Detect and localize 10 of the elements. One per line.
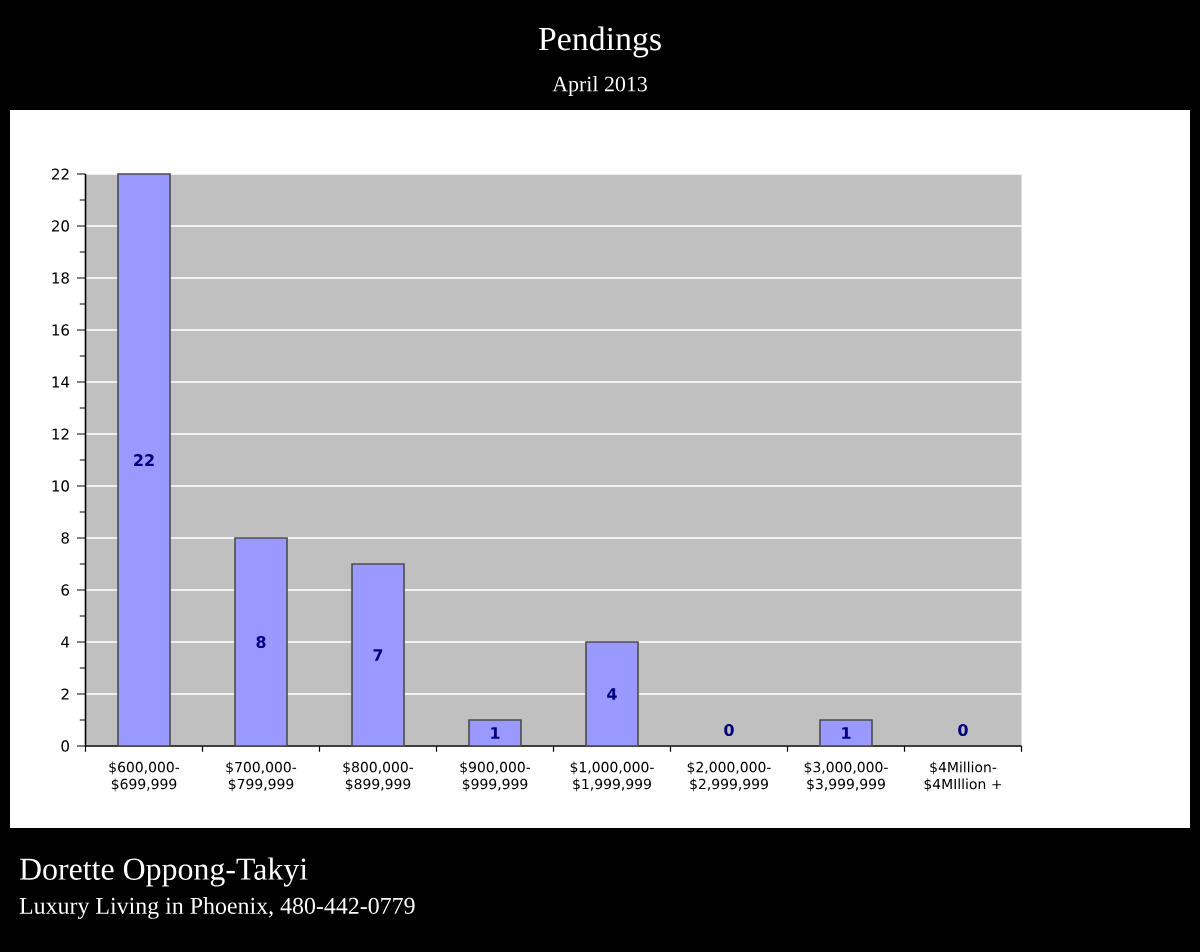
bar xyxy=(585,641,639,747)
bar xyxy=(468,719,522,747)
chart-subtitle: April 2013 xyxy=(552,76,647,96)
bar xyxy=(117,173,171,747)
chart-title: Pendings xyxy=(538,26,661,58)
bar xyxy=(819,719,873,747)
bar xyxy=(351,563,405,747)
bar xyxy=(234,537,288,747)
text: Luxury Living in Phoenix, 480-442-0779 xyxy=(19,897,415,919)
text: Dorette Oppong-Takyi xyxy=(19,857,308,887)
